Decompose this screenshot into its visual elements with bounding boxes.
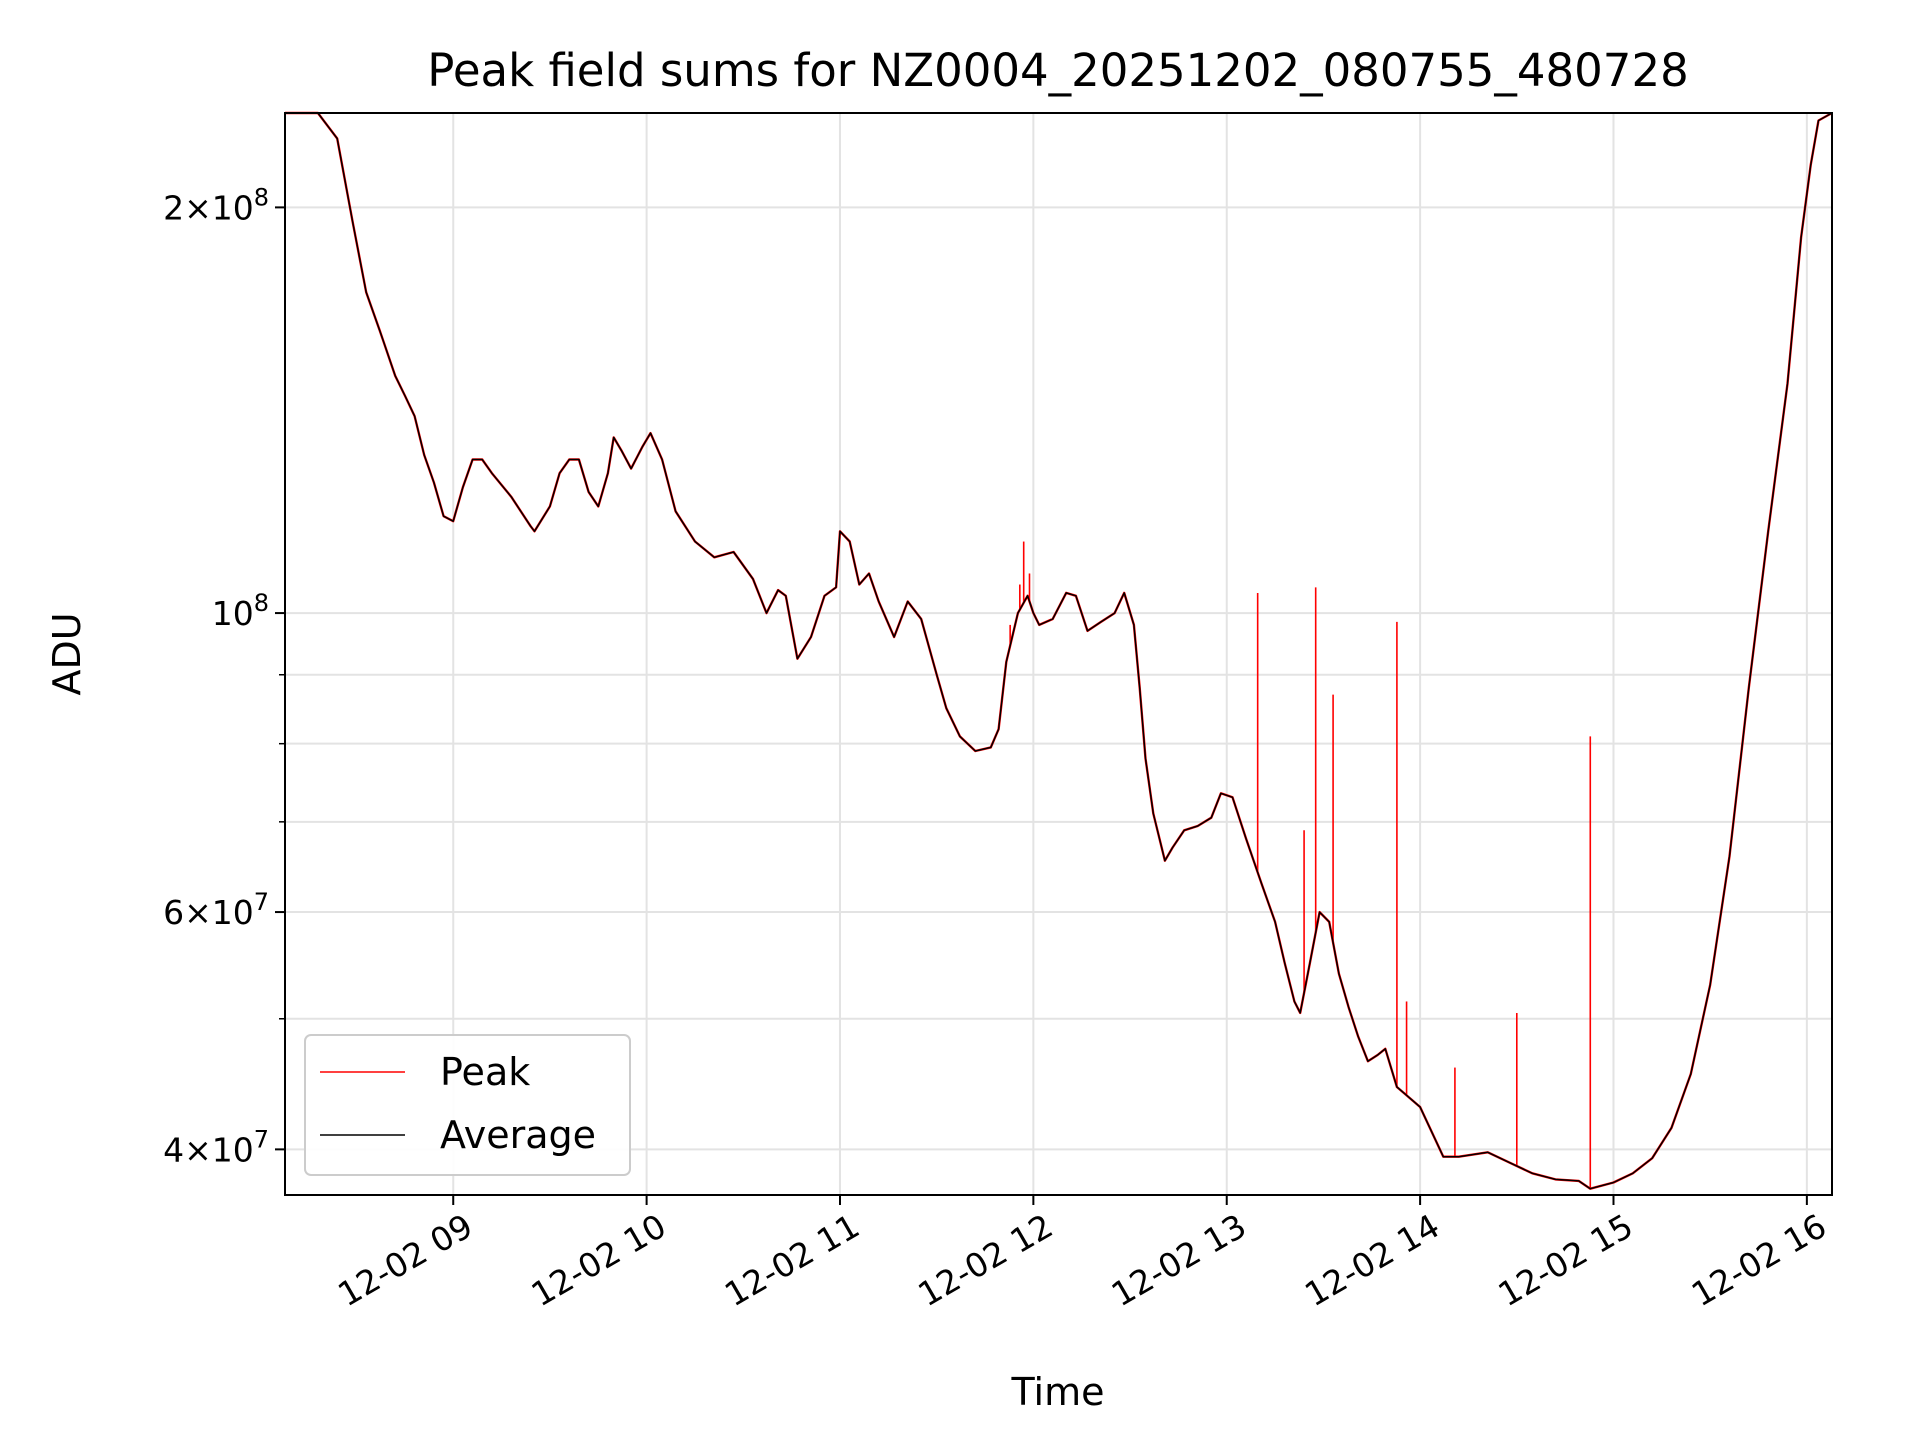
y-tick-label: 108: [212, 589, 269, 633]
legend-peak-label: Peak: [440, 1050, 530, 1094]
legend-average-label: Average: [440, 1113, 596, 1157]
axes-frame: [284, 112, 1833, 1196]
y-axis-label: ADU: [45, 612, 89, 695]
plot-lines: [285, 111, 1833, 1190]
average-line: [285, 112, 1833, 1190]
legend: Peak Average: [304, 1034, 631, 1176]
x-axis-label: Time: [1011, 1370, 1105, 1414]
grid: [285, 113, 1832, 1195]
y-tick-label: 6×107: [163, 888, 269, 932]
y-tick-label: 2×108: [163, 183, 269, 227]
chart-title: Peak field sums for NZ0004_20251202_0807…: [427, 44, 1688, 97]
legend-box: [304, 1034, 631, 1176]
y-tick-label: 4×107: [163, 1125, 269, 1169]
